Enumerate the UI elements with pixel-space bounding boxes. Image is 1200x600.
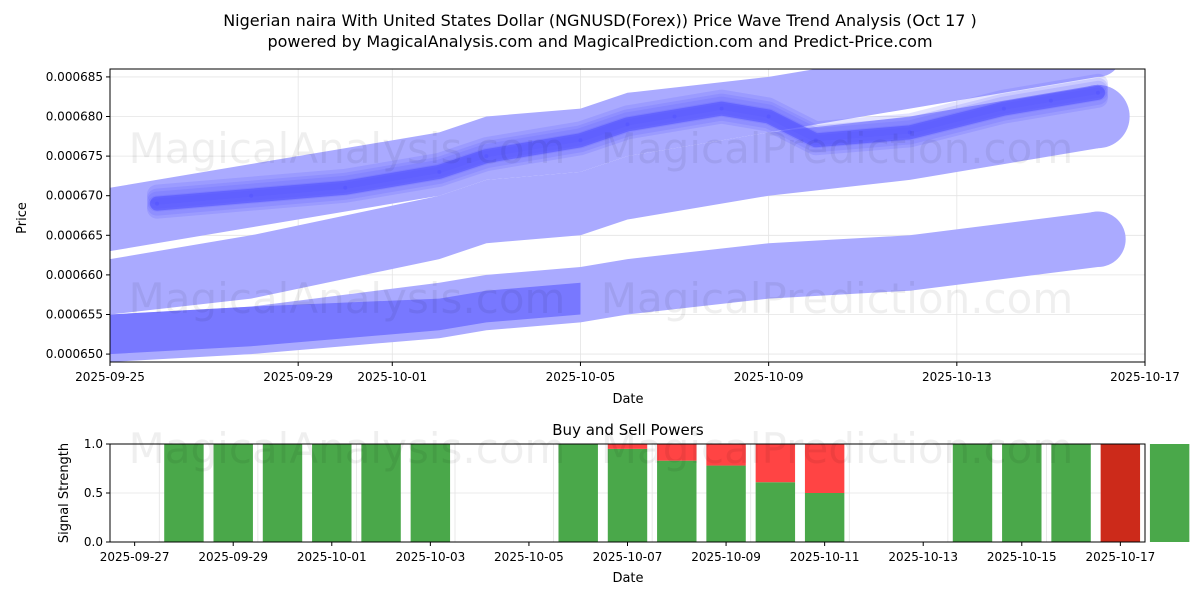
buy-bar xyxy=(706,465,746,542)
bottom-x-tick-label: 2025-10-11 xyxy=(790,550,860,564)
price-wave-line xyxy=(150,85,1105,211)
buy-bar xyxy=(607,448,648,542)
sell-bar xyxy=(755,444,796,483)
price-wave-line xyxy=(147,73,1108,205)
buy-bar xyxy=(657,460,697,542)
price-wave-point xyxy=(249,193,254,198)
chart-title: Nigerian naira With United States Dollar… xyxy=(223,11,977,30)
upper-band xyxy=(110,69,1098,252)
price-wave-point xyxy=(484,154,489,159)
top-plot-area xyxy=(110,69,1130,362)
top-y-tick-label: 0.000660 xyxy=(46,268,103,282)
bottom-x-label: Date xyxy=(612,571,643,586)
top-x-tick-label: 2025-10-05 xyxy=(546,370,616,384)
bottom-y-tick-label: 0.5 xyxy=(84,486,103,500)
bottom-x-tick-label: 2025-09-29 xyxy=(198,550,268,564)
top-x-tick-label: 2025-09-25 xyxy=(75,370,145,384)
top-y-tick-label: 0.000665 xyxy=(46,228,103,242)
watermark-analysis: MagicalAnalysis.com xyxy=(129,274,566,323)
buy-bar xyxy=(755,482,796,542)
price-wave-point xyxy=(343,185,348,190)
top-x-tick-label: 2025-10-13 xyxy=(922,370,992,384)
bottom-x-tick-label: 2025-10-05 xyxy=(494,550,564,564)
buy-bar xyxy=(361,444,401,542)
price-wave-point xyxy=(155,201,160,206)
signal-plot: 2025-09-27 2025-09-29 2025-10-01 2025-10-03… xyxy=(84,437,1190,564)
top-x-tick-label: 2025-10-01 xyxy=(357,370,427,384)
top-x-label: Date xyxy=(612,392,643,407)
sell-bar xyxy=(804,444,845,493)
bottom-x-tick-label: 2025-10-03 xyxy=(395,550,465,564)
bottom-x-tick-label: 2025-10-15 xyxy=(987,550,1057,564)
price-wave-point xyxy=(1048,98,1053,103)
top-y-label: Price xyxy=(15,202,30,234)
buy-bar xyxy=(1149,444,1190,542)
top-plot-frame xyxy=(109,68,1146,363)
top-y-tick-label: 0.000670 xyxy=(46,189,103,203)
buy-bar xyxy=(410,444,451,542)
top-y-tick-label: 0.000685 xyxy=(46,70,103,84)
bottom-chart-title: Buy and Sell Powers xyxy=(552,421,704,439)
sell-bar xyxy=(657,444,697,461)
dark-band xyxy=(110,282,581,355)
top-x-tick-label: 2025-09-29 xyxy=(263,370,333,384)
sell-bar xyxy=(607,444,648,449)
watermark-prediction: MagicalPrediction.com xyxy=(601,124,1074,173)
top-x-tick-label: 2025-10-09 xyxy=(734,370,804,384)
watermark-prediction: MagicalPrediction.com xyxy=(601,274,1074,323)
price-wave-point xyxy=(813,138,818,143)
price-wave-point xyxy=(719,106,724,111)
price-wave-point xyxy=(672,114,677,119)
top-y-tick-label: 0.000680 xyxy=(46,110,103,124)
bottom-y-tick-label: 1.0 xyxy=(84,437,103,451)
price-wave-point xyxy=(1095,90,1100,95)
bottom-x-tick-label: 2025-10-07 xyxy=(593,550,663,564)
bottom-x-tick-label: 2025-10-01 xyxy=(297,550,367,564)
buy-bar xyxy=(1051,444,1091,542)
bottom-y-tick-label: 0.0 xyxy=(84,535,103,549)
watermark-analysis: MagicalAnalysis.com xyxy=(129,124,566,173)
buy-bar xyxy=(804,493,845,542)
buy-bar xyxy=(1002,444,1042,542)
buy-bar xyxy=(262,444,303,542)
top-y-tick-label: 0.000675 xyxy=(46,149,103,163)
bottom-y-label: Signal Strength xyxy=(57,443,72,543)
upper-band-cap xyxy=(1080,69,1116,77)
price-wave-point xyxy=(766,114,771,119)
buy-bar xyxy=(213,444,253,542)
top-y-tick-label: 0.000650 xyxy=(46,347,103,361)
sell-bar xyxy=(1100,444,1141,542)
bottom-x-tick-label: 2025-09-27 xyxy=(100,550,170,564)
watermark-analysis: MagicalAnalysis.com xyxy=(129,424,566,473)
watermark-prediction: MagicalPrediction.com xyxy=(601,424,1074,473)
buy-bar xyxy=(312,444,352,542)
chart-subtitle: powered by MagicalAnalysis.com and Magic… xyxy=(267,32,932,51)
price-wave-point xyxy=(907,130,912,135)
lower-band-cap xyxy=(1070,211,1126,267)
buy-bar xyxy=(558,444,598,542)
bottom-x-tick-label: 2025-10-09 xyxy=(691,550,761,564)
bottom-x-tick-label: 2025-10-17 xyxy=(1085,550,1155,564)
buy-bar xyxy=(952,444,993,542)
price-wave-point xyxy=(437,169,442,174)
bottom-x-tick-label: 2025-10-13 xyxy=(888,550,958,564)
top-x-tick-label: 2025-10-17 xyxy=(1110,370,1180,384)
price-plot: 2025-09-25 2025-09-29 2025-10-01 2025-10-05… xyxy=(46,68,1180,384)
price-wave-point xyxy=(578,138,583,143)
buy-bar xyxy=(164,444,204,542)
sell-bar xyxy=(706,444,746,466)
price-wave-point xyxy=(1001,106,1006,111)
price-wave-point xyxy=(625,122,630,127)
top-y-tick-label: 0.000655 xyxy=(46,307,103,321)
